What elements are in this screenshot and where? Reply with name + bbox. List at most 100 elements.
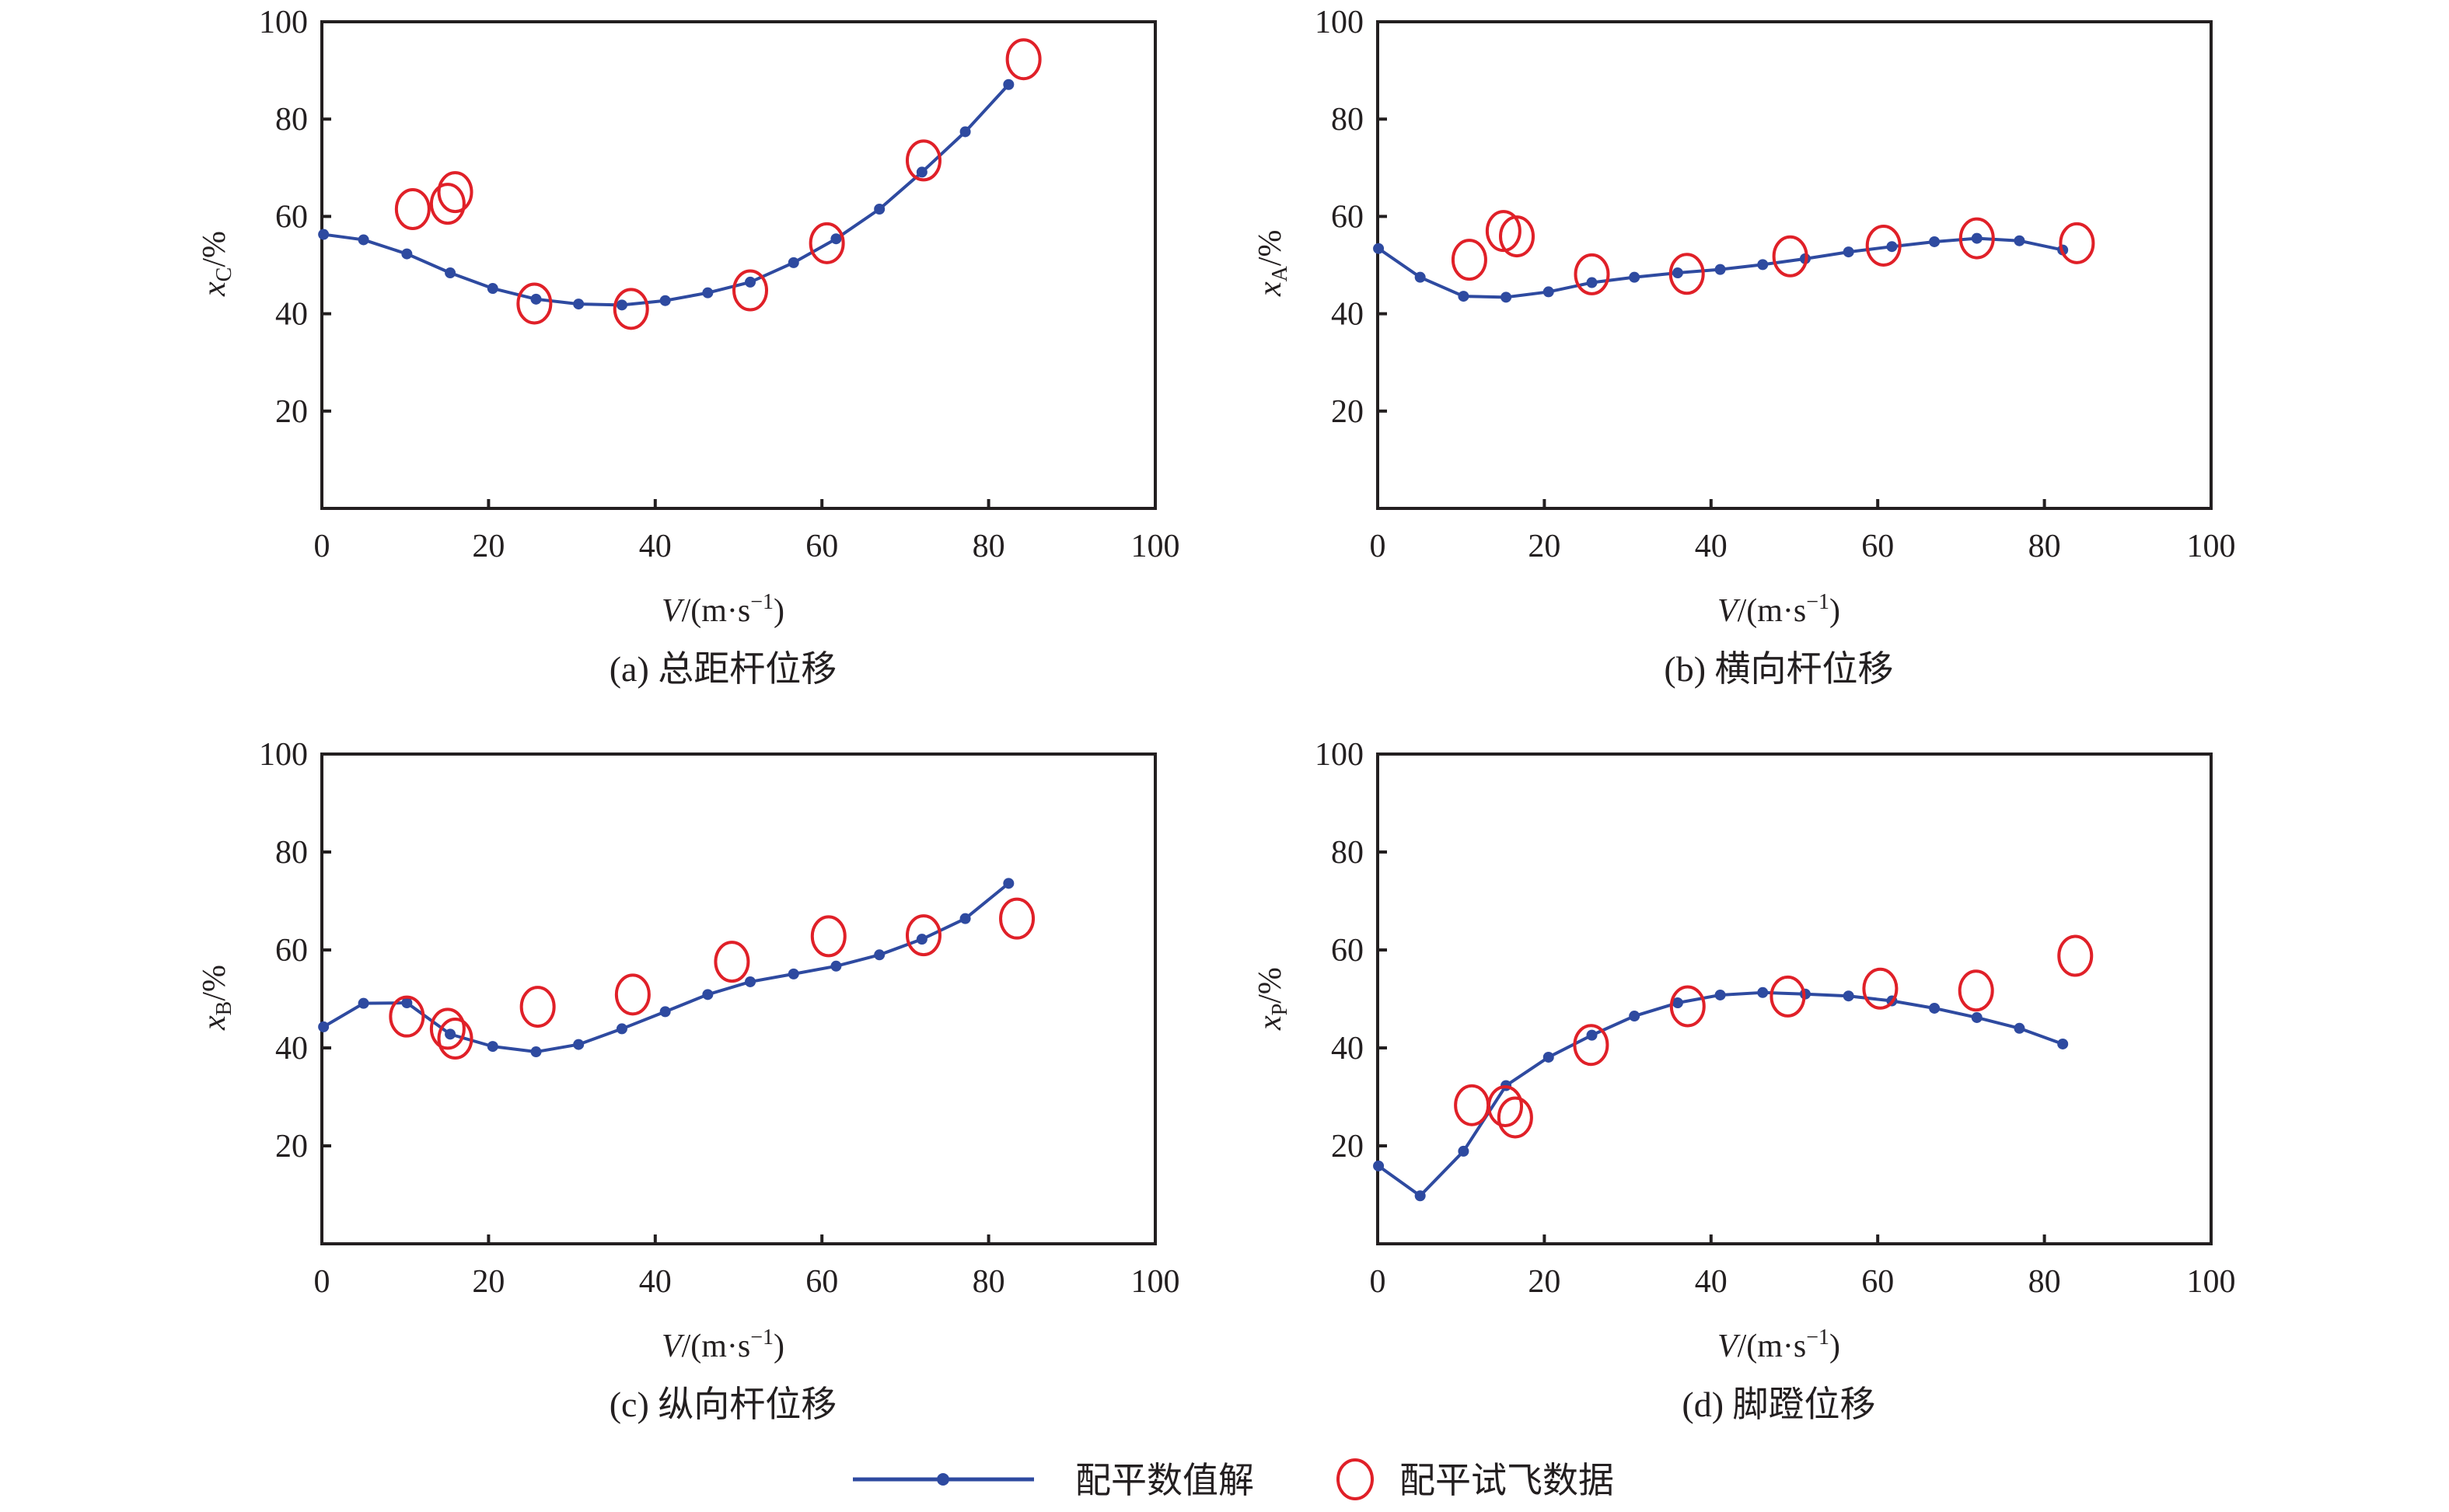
- numeric-series: [318, 79, 1015, 311]
- x-tick-label: 60: [1861, 529, 1894, 564]
- x-axis-label: V/(m·s−1): [1717, 590, 1840, 629]
- numeric-data-point: [702, 287, 714, 299]
- flight-data-point: [810, 915, 847, 958]
- numeric-data-point: [1373, 1160, 1385, 1172]
- numeric-data-point: [1542, 1051, 1554, 1063]
- flight-series: [389, 897, 1036, 1060]
- numeric-data-point: [1586, 1029, 1598, 1041]
- x-tick-label: 40: [1695, 529, 1728, 564]
- flight-data-point: [1451, 239, 1487, 281]
- flight-data-point: [732, 269, 769, 312]
- x-axis-label: V/(m·s−1): [662, 1325, 784, 1364]
- numeric-data-point: [2014, 235, 2025, 246]
- flight-data-point: [1573, 1024, 1609, 1067]
- numeric-data-point: [874, 949, 886, 961]
- numeric-data-point: [874, 204, 886, 215]
- numeric-data-point: [1003, 878, 1015, 889]
- y-axis-label-sub: P: [1268, 1004, 1292, 1016]
- legend-numeric-marker: [937, 1473, 949, 1486]
- y-tick-label: 80: [275, 102, 308, 138]
- numeric-data-point: [1843, 990, 1854, 1002]
- y-tick-label: 20: [1331, 1129, 1364, 1165]
- flight-data-point: [1669, 985, 1706, 1028]
- flight-data-point: [1574, 253, 1610, 295]
- numeric-data-point: [318, 229, 330, 240]
- flight-data-point: [429, 1007, 466, 1050]
- numeric-data-point: [445, 1028, 456, 1040]
- flight-data-point: [389, 995, 425, 1038]
- y-axis-label-sub: C: [212, 267, 236, 282]
- numeric-data-point: [1500, 292, 1512, 303]
- x-tick-label: 100: [1131, 1264, 1180, 1300]
- subplot-caption: (b) 横向杆位移: [1664, 649, 1893, 689]
- numeric-data-point: [358, 234, 369, 246]
- numeric-data-point: [702, 989, 714, 1000]
- numeric-data-point: [1971, 232, 1983, 244]
- numeric-data-point: [788, 257, 799, 268]
- subplot-caption: (c) 纵向杆位移: [610, 1385, 837, 1424]
- numeric-data-point: [745, 276, 756, 288]
- numeric-data-point: [745, 976, 756, 987]
- numeric-data-point: [1929, 236, 1941, 247]
- flight-data-point: [905, 914, 942, 957]
- flight-data-point: [1772, 235, 1808, 278]
- x-tick-label: 80: [2028, 1264, 2061, 1300]
- numeric-data-point: [318, 1021, 330, 1032]
- x-tick-label: 80: [2028, 529, 2061, 564]
- y-axis-label: xB/%: [197, 965, 236, 1031]
- x-tick-label: 20: [1528, 529, 1560, 564]
- numeric-data-point: [445, 267, 456, 279]
- y-axis-label: xA/%: [1252, 229, 1292, 297]
- y-tick-label: 40: [1331, 1031, 1364, 1067]
- x-tick-label: 80: [973, 529, 1005, 564]
- plot-frame: [1376, 753, 2213, 1245]
- y-tick-label: 60: [1331, 199, 1364, 235]
- y-axis-label-var: x: [197, 1015, 232, 1031]
- chart-panel-c: 0 20 40 60 80 100 20 40 60 80 100 xB/% V/(m·s−1) (c) …: [197, 737, 1180, 1424]
- numeric-data-point: [1714, 989, 1726, 1000]
- flight-data-point: [437, 1018, 473, 1060]
- flight-data-point: [614, 973, 651, 1016]
- flight-data-point: [2057, 934, 2094, 977]
- x-tick-label: 20: [1528, 1264, 1560, 1300]
- chart-panel-b: 0 20 40 60 80 100 20 40 60 80 100 xA/% V/(m·s−1) (b) …: [1252, 5, 2236, 689]
- legend-flight-marker: [1336, 1458, 1374, 1500]
- y-axis-label-var: x: [197, 281, 232, 297]
- numeric-data-point: [830, 233, 842, 245]
- x-tick-label: 20: [472, 529, 505, 564]
- flight-data-point: [2059, 222, 2095, 264]
- y-axis-label-unit: /%: [197, 231, 232, 267]
- numeric-data-point: [487, 1041, 498, 1053]
- numeric-data-point: [401, 997, 413, 1009]
- flight-data-point: [519, 986, 556, 1028]
- subplot-caption: (a) 总距杆位移: [610, 649, 837, 689]
- x-tick-label: 20: [472, 1264, 505, 1300]
- numeric-series-line: [323, 83, 1010, 307]
- x-tick-label: 40: [639, 1264, 672, 1300]
- numeric-data-point: [1757, 986, 1769, 998]
- x-tick-label: 40: [639, 529, 672, 564]
- numeric-data-point: [1414, 1190, 1426, 1202]
- x-tick-label: 100: [1131, 529, 1180, 564]
- numeric-data-point: [1672, 997, 1683, 1009]
- chart-panel-d: 0 20 40 60 80 100 20 40 60 80 100 xP/% V/(m·s−1) (d) …: [1252, 737, 2236, 1424]
- numeric-data-point: [1929, 1002, 1941, 1014]
- flight-data-point: [1958, 969, 1994, 1012]
- x-tick-label: 0: [1370, 1264, 1386, 1300]
- flight-data-point: [516, 282, 553, 325]
- numeric-data-point: [401, 248, 413, 260]
- numeric-data-point: [616, 299, 627, 311]
- flight-data-point: [1454, 1084, 1490, 1126]
- y-tick-label: 80: [1331, 102, 1364, 138]
- x-tick-label: 100: [2187, 529, 2236, 564]
- legend: 配平数值解 配平试飞数据: [853, 1458, 1614, 1500]
- numeric-data-point: [1672, 267, 1683, 279]
- numeric-data-point: [1542, 286, 1554, 298]
- numeric-data-point: [530, 293, 542, 305]
- y-axis-label-unit: /%: [1252, 229, 1288, 266]
- x-tick-label: 60: [805, 1264, 838, 1300]
- numeric-series-line: [1377, 990, 2063, 1198]
- numeric-data-point: [1458, 1145, 1469, 1157]
- y-axis-label-unit: /%: [197, 965, 232, 1001]
